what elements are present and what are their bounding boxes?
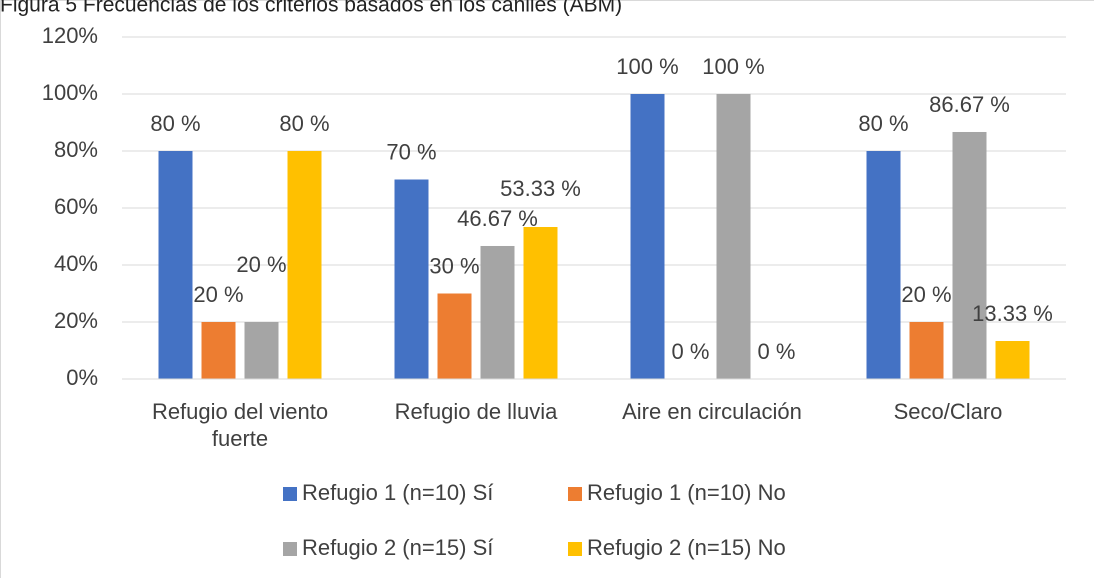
data-label: 80 %: [150, 111, 200, 136]
y-tick-label: 0%: [66, 365, 98, 390]
bar: [630, 94, 665, 379]
y-tick-label: 80%: [54, 137, 98, 162]
data-label: 80 %: [279, 111, 329, 136]
x-tick-label: Seco/Claro: [893, 399, 1003, 424]
data-label: 0 %: [758, 339, 796, 364]
x-tick-label: Refugio del viento fuerte: [151, 399, 329, 451]
y-tick-label: 60%: [54, 194, 98, 219]
legend-swatch: [283, 542, 297, 556]
x-tick-label: Aire en circulación: [622, 399, 802, 424]
bar: [158, 151, 193, 379]
y-tick-label: 100%: [42, 80, 98, 105]
y-tick-label: 120%: [42, 23, 98, 48]
bar: [394, 179, 429, 379]
data-label: 20 %: [901, 282, 951, 307]
data-label: 53.33 %: [500, 176, 581, 201]
data-label: 80 %: [858, 111, 908, 136]
data-label: 70 %: [386, 139, 436, 164]
bar: [909, 322, 944, 379]
data-label: 20 %: [193, 282, 243, 307]
legend-swatch: [568, 542, 582, 556]
bar: [287, 151, 322, 379]
legend-label: Refugio 1 (n=10) Sí: [302, 480, 493, 505]
legend-label: Refugio 2 (n=15) Sí: [302, 535, 493, 560]
data-label: 0 %: [672, 339, 710, 364]
legend-swatch: [568, 487, 582, 501]
bar: [716, 94, 751, 379]
data-label: 13.33 %: [972, 301, 1053, 326]
bar: [523, 227, 558, 379]
legend-label: Refugio 1 (n=10) No: [587, 480, 786, 505]
data-label: 100 %: [702, 54, 764, 79]
legend-swatch: [283, 487, 297, 501]
bar: [995, 341, 1030, 379]
y-tick-label: 20%: [54, 308, 98, 333]
y-tick-label: 40%: [54, 251, 98, 276]
bar: [244, 322, 279, 379]
legend-label: Refugio 2 (n=15) No: [587, 535, 786, 560]
data-label: 30 %: [429, 253, 479, 278]
x-tick-label: Refugio de lluvia: [394, 399, 558, 424]
bar: [480, 245, 515, 379]
data-label: 46.67 %: [457, 206, 538, 231]
bar: [866, 151, 901, 379]
bar: [437, 293, 472, 379]
chart-title: Figura 5 Frecuencias de los criterios ba…: [0, 0, 622, 17]
data-label: 100 %: [616, 54, 678, 79]
bar: [201, 322, 236, 379]
bar: [952, 131, 987, 379]
data-label: 86.67 %: [929, 92, 1010, 117]
data-label: 20 %: [236, 252, 286, 277]
